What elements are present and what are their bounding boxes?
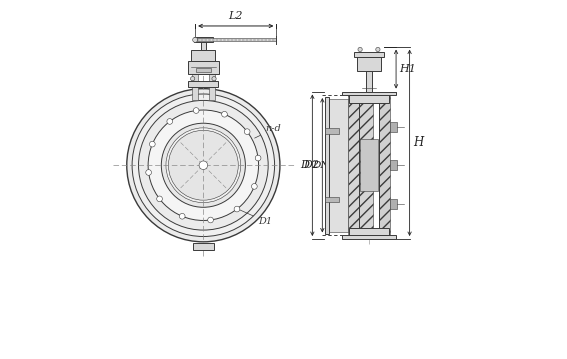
Text: H1: H1 <box>400 64 417 74</box>
Circle shape <box>199 161 208 169</box>
Bar <box>390 160 397 170</box>
Bar <box>348 99 373 232</box>
Bar <box>342 92 396 95</box>
Circle shape <box>127 89 280 242</box>
Bar <box>354 52 384 57</box>
Circle shape <box>150 141 155 147</box>
Bar <box>325 197 339 202</box>
Circle shape <box>212 76 216 81</box>
Circle shape <box>168 130 238 200</box>
Bar <box>349 95 388 103</box>
Circle shape <box>193 108 199 113</box>
Bar <box>191 50 215 61</box>
Bar <box>359 139 378 191</box>
Bar <box>188 81 218 87</box>
Circle shape <box>166 128 241 202</box>
Bar <box>348 95 359 236</box>
Circle shape <box>138 101 268 230</box>
Bar <box>329 99 348 232</box>
Bar <box>325 128 339 134</box>
Text: D: D <box>300 160 309 170</box>
Bar <box>193 37 213 42</box>
Bar <box>201 42 206 50</box>
Bar <box>325 97 329 234</box>
Circle shape <box>244 129 250 135</box>
Bar <box>366 71 372 92</box>
Text: DN: DN <box>312 161 329 170</box>
Circle shape <box>234 206 240 212</box>
Circle shape <box>132 94 274 237</box>
Circle shape <box>156 196 162 202</box>
Bar <box>390 199 397 209</box>
Text: n-d: n-d <box>255 125 281 138</box>
Circle shape <box>162 123 246 207</box>
Text: D2: D2 <box>303 160 319 170</box>
Circle shape <box>358 47 362 52</box>
Bar <box>209 73 215 101</box>
Bar <box>196 67 211 72</box>
Bar <box>197 38 276 41</box>
Circle shape <box>252 183 257 189</box>
Bar <box>193 243 214 250</box>
Circle shape <box>193 37 198 42</box>
Bar <box>342 236 396 239</box>
Text: H: H <box>413 136 424 149</box>
Circle shape <box>146 169 151 175</box>
Bar <box>379 95 390 236</box>
Circle shape <box>255 155 261 161</box>
Bar <box>188 61 219 74</box>
Circle shape <box>208 217 213 223</box>
Bar <box>192 73 198 101</box>
Circle shape <box>376 47 380 52</box>
Circle shape <box>179 213 185 219</box>
Text: L2: L2 <box>229 11 243 20</box>
Bar <box>357 57 380 71</box>
Circle shape <box>191 76 195 81</box>
Circle shape <box>222 111 227 117</box>
Bar <box>349 228 388 236</box>
Circle shape <box>167 118 172 124</box>
Text: D1: D1 <box>240 210 273 226</box>
Circle shape <box>148 110 259 220</box>
Bar <box>390 122 397 132</box>
